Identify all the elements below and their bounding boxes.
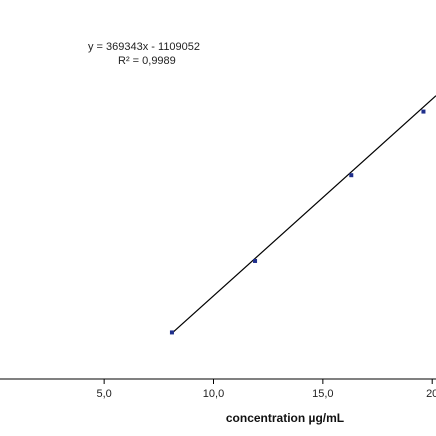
x-ticks-layer: 5,0 10,0 15,0 20 <box>97 379 436 400</box>
x-tick-label: 5,0 <box>97 388 112 400</box>
r-squared-annotation: R² = 0,9989 <box>118 55 176 67</box>
data-point <box>169 330 174 335</box>
x-tick-label: 20 <box>426 388 436 400</box>
x-tick-label: 15,0 <box>312 388 333 400</box>
equation-annotation: y = 369343x - 1109052 <box>88 41 200 53</box>
annotation-layer: y = 369343x - 1109052 R² = 0,9989 concen… <box>88 41 344 425</box>
data-point <box>349 173 354 178</box>
x-axis-label: concentration µg/mL <box>226 411 344 425</box>
trendline <box>171 95 436 334</box>
data-point <box>421 109 426 114</box>
data-point <box>253 258 258 263</box>
data-points-layer <box>169 109 426 335</box>
x-tick-label: 10,0 <box>203 388 224 400</box>
trendline-layer <box>171 95 436 334</box>
